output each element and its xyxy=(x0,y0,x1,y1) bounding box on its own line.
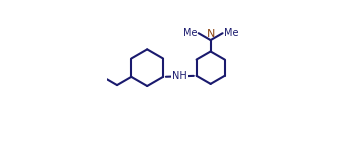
Text: Me: Me xyxy=(224,28,239,38)
Text: Me: Me xyxy=(183,28,197,38)
Text: N: N xyxy=(207,29,215,39)
Text: NH: NH xyxy=(173,71,187,81)
